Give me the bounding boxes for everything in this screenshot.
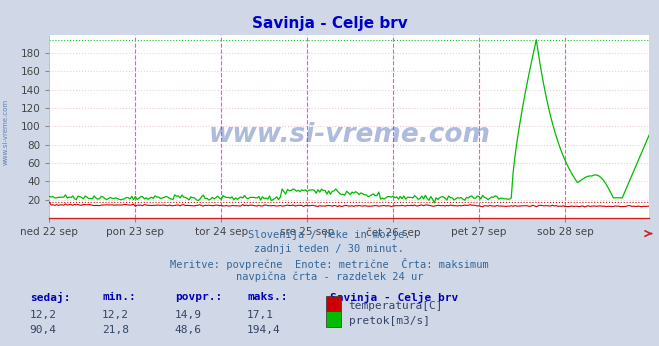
Text: maks.:: maks.:: [247, 292, 287, 302]
Text: Slovenija / reke in morje.: Slovenija / reke in morje.: [248, 230, 411, 240]
Text: pretok[m3/s]: pretok[m3/s]: [349, 316, 430, 326]
Text: 12,2: 12,2: [30, 310, 57, 320]
Text: 14,9: 14,9: [175, 310, 202, 320]
Text: sedaj:: sedaj:: [30, 292, 70, 303]
Text: 90,4: 90,4: [30, 325, 57, 335]
Text: 12,2: 12,2: [102, 310, 129, 320]
Text: temperatura[C]: temperatura[C]: [349, 301, 443, 310]
Text: 194,4: 194,4: [247, 325, 281, 335]
Text: navpična črta - razdelek 24 ur: navpična črta - razdelek 24 ur: [236, 272, 423, 282]
Text: povpr.:: povpr.:: [175, 292, 222, 302]
Text: 17,1: 17,1: [247, 310, 274, 320]
Text: Savinja - Celje brv: Savinja - Celje brv: [330, 292, 458, 303]
Text: zadnji teden / 30 minut.: zadnji teden / 30 minut.: [254, 244, 405, 254]
Text: min.:: min.:: [102, 292, 136, 302]
Text: Meritve: povprečne  Enote: metrične  Črta: maksimum: Meritve: povprečne Enote: metrične Črta:…: [170, 258, 489, 270]
Text: 21,8: 21,8: [102, 325, 129, 335]
Text: 48,6: 48,6: [175, 325, 202, 335]
Text: www.si-vreme.com: www.si-vreme.com: [2, 98, 9, 165]
Text: www.si-vreme.com: www.si-vreme.com: [208, 122, 490, 148]
Text: Savinja - Celje brv: Savinja - Celje brv: [252, 16, 407, 30]
